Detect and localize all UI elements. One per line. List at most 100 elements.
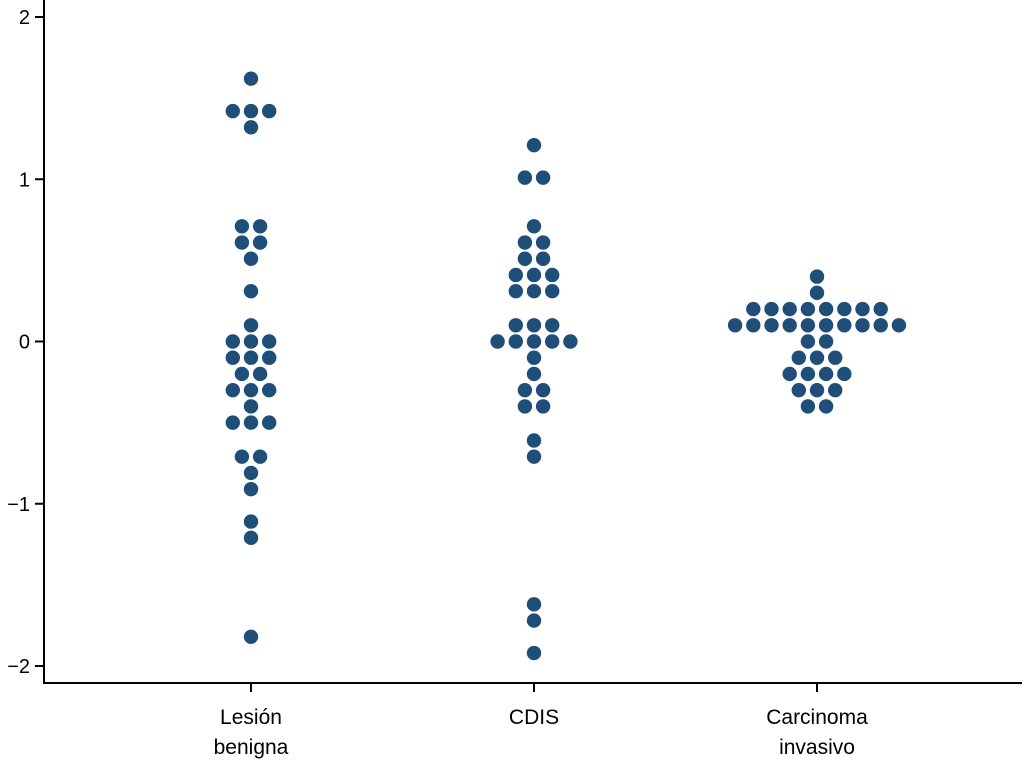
y-tick-label: 1	[19, 169, 30, 191]
data-point	[800, 301, 816, 317]
data-point	[262, 350, 277, 365]
data-point	[526, 137, 542, 153]
data-point	[252, 219, 268, 234]
data-point	[517, 251, 533, 266]
data-point	[535, 399, 551, 414]
data-point	[234, 366, 250, 382]
x-tick-label: invasivo	[779, 736, 855, 759]
data-point	[517, 382, 533, 398]
data-point	[262, 334, 277, 349]
data-point	[764, 318, 779, 333]
data-point	[234, 449, 250, 464]
data-point	[526, 350, 542, 365]
data-point	[517, 170, 533, 185]
data-point	[243, 334, 259, 349]
data-point	[243, 350, 259, 365]
data-point	[225, 382, 240, 398]
data-point	[545, 284, 560, 299]
data-point	[243, 382, 259, 398]
data-point	[535, 170, 551, 185]
data-point	[855, 301, 870, 317]
data-point	[800, 399, 816, 414]
data-point	[234, 235, 250, 250]
data-point	[243, 251, 259, 266]
data-point	[243, 318, 259, 333]
data-point	[818, 334, 834, 349]
data-point	[526, 366, 542, 382]
data-point	[800, 366, 816, 382]
data-point	[225, 103, 240, 119]
data-point	[252, 366, 268, 382]
data-point	[252, 235, 268, 250]
data-point	[818, 318, 834, 333]
data-point	[526, 433, 542, 448]
data-point	[490, 334, 505, 349]
data-point	[243, 120, 259, 135]
data-point	[809, 285, 825, 301]
data-point	[243, 530, 259, 546]
y-tick-label: −2	[7, 656, 30, 678]
data-point	[262, 103, 277, 119]
data-point	[727, 318, 743, 333]
data-point	[526, 318, 542, 333]
y-tick-label: 2	[19, 7, 30, 29]
data-point	[243, 415, 259, 430]
data-point	[508, 334, 523, 349]
x-tick-label: Carcinoma	[766, 706, 868, 729]
data-point	[800, 318, 816, 333]
data-point	[526, 449, 542, 464]
data-point	[818, 366, 834, 382]
y-axis-ticks: 2 1 0 −1 −2	[7, 7, 44, 678]
y-tick-label: 0	[19, 332, 30, 354]
data-point	[243, 399, 259, 414]
data-point	[526, 267, 542, 283]
data-point	[818, 399, 834, 414]
data-point	[508, 284, 523, 299]
data-point	[225, 350, 240, 365]
data-point	[252, 449, 268, 464]
data-point	[891, 318, 907, 333]
data-point	[791, 382, 806, 398]
data-point	[225, 415, 240, 430]
data-point	[746, 301, 761, 317]
x-tick-label: Lesión	[220, 706, 282, 729]
x-tick-label: CDIS	[509, 706, 559, 729]
data-point	[782, 318, 797, 333]
data-point	[873, 318, 888, 333]
data-point	[809, 350, 825, 365]
data-point	[243, 71, 259, 86]
data-point	[828, 382, 843, 398]
data-point	[837, 318, 852, 333]
data-point	[526, 284, 542, 299]
x-axis-ticks: Lesión benigna CDIS Carcinoma invasivo	[214, 683, 868, 759]
data-point	[243, 103, 259, 119]
data-point	[243, 629, 259, 644]
data-point	[873, 301, 888, 317]
data-point	[535, 382, 551, 398]
data-point	[526, 645, 542, 661]
data-point	[526, 613, 542, 628]
data-point	[243, 465, 259, 481]
data-point	[545, 267, 560, 283]
data-point	[809, 382, 825, 398]
data-point	[782, 301, 797, 317]
y-tick-label: −1	[7, 494, 30, 516]
data-point	[508, 318, 523, 333]
data-point	[535, 235, 551, 250]
data-point	[526, 334, 542, 349]
data-point	[791, 350, 806, 365]
data-point	[800, 334, 816, 349]
data-point	[517, 399, 533, 414]
data-point	[243, 514, 259, 529]
data-point	[508, 267, 523, 283]
data-point	[262, 382, 277, 398]
data-point	[782, 366, 797, 382]
data-point	[243, 481, 259, 497]
data-point	[526, 597, 542, 612]
data-point	[828, 350, 843, 365]
data-point	[809, 269, 825, 284]
data-point	[837, 301, 852, 317]
data-point	[764, 301, 779, 317]
data-point	[234, 219, 250, 234]
